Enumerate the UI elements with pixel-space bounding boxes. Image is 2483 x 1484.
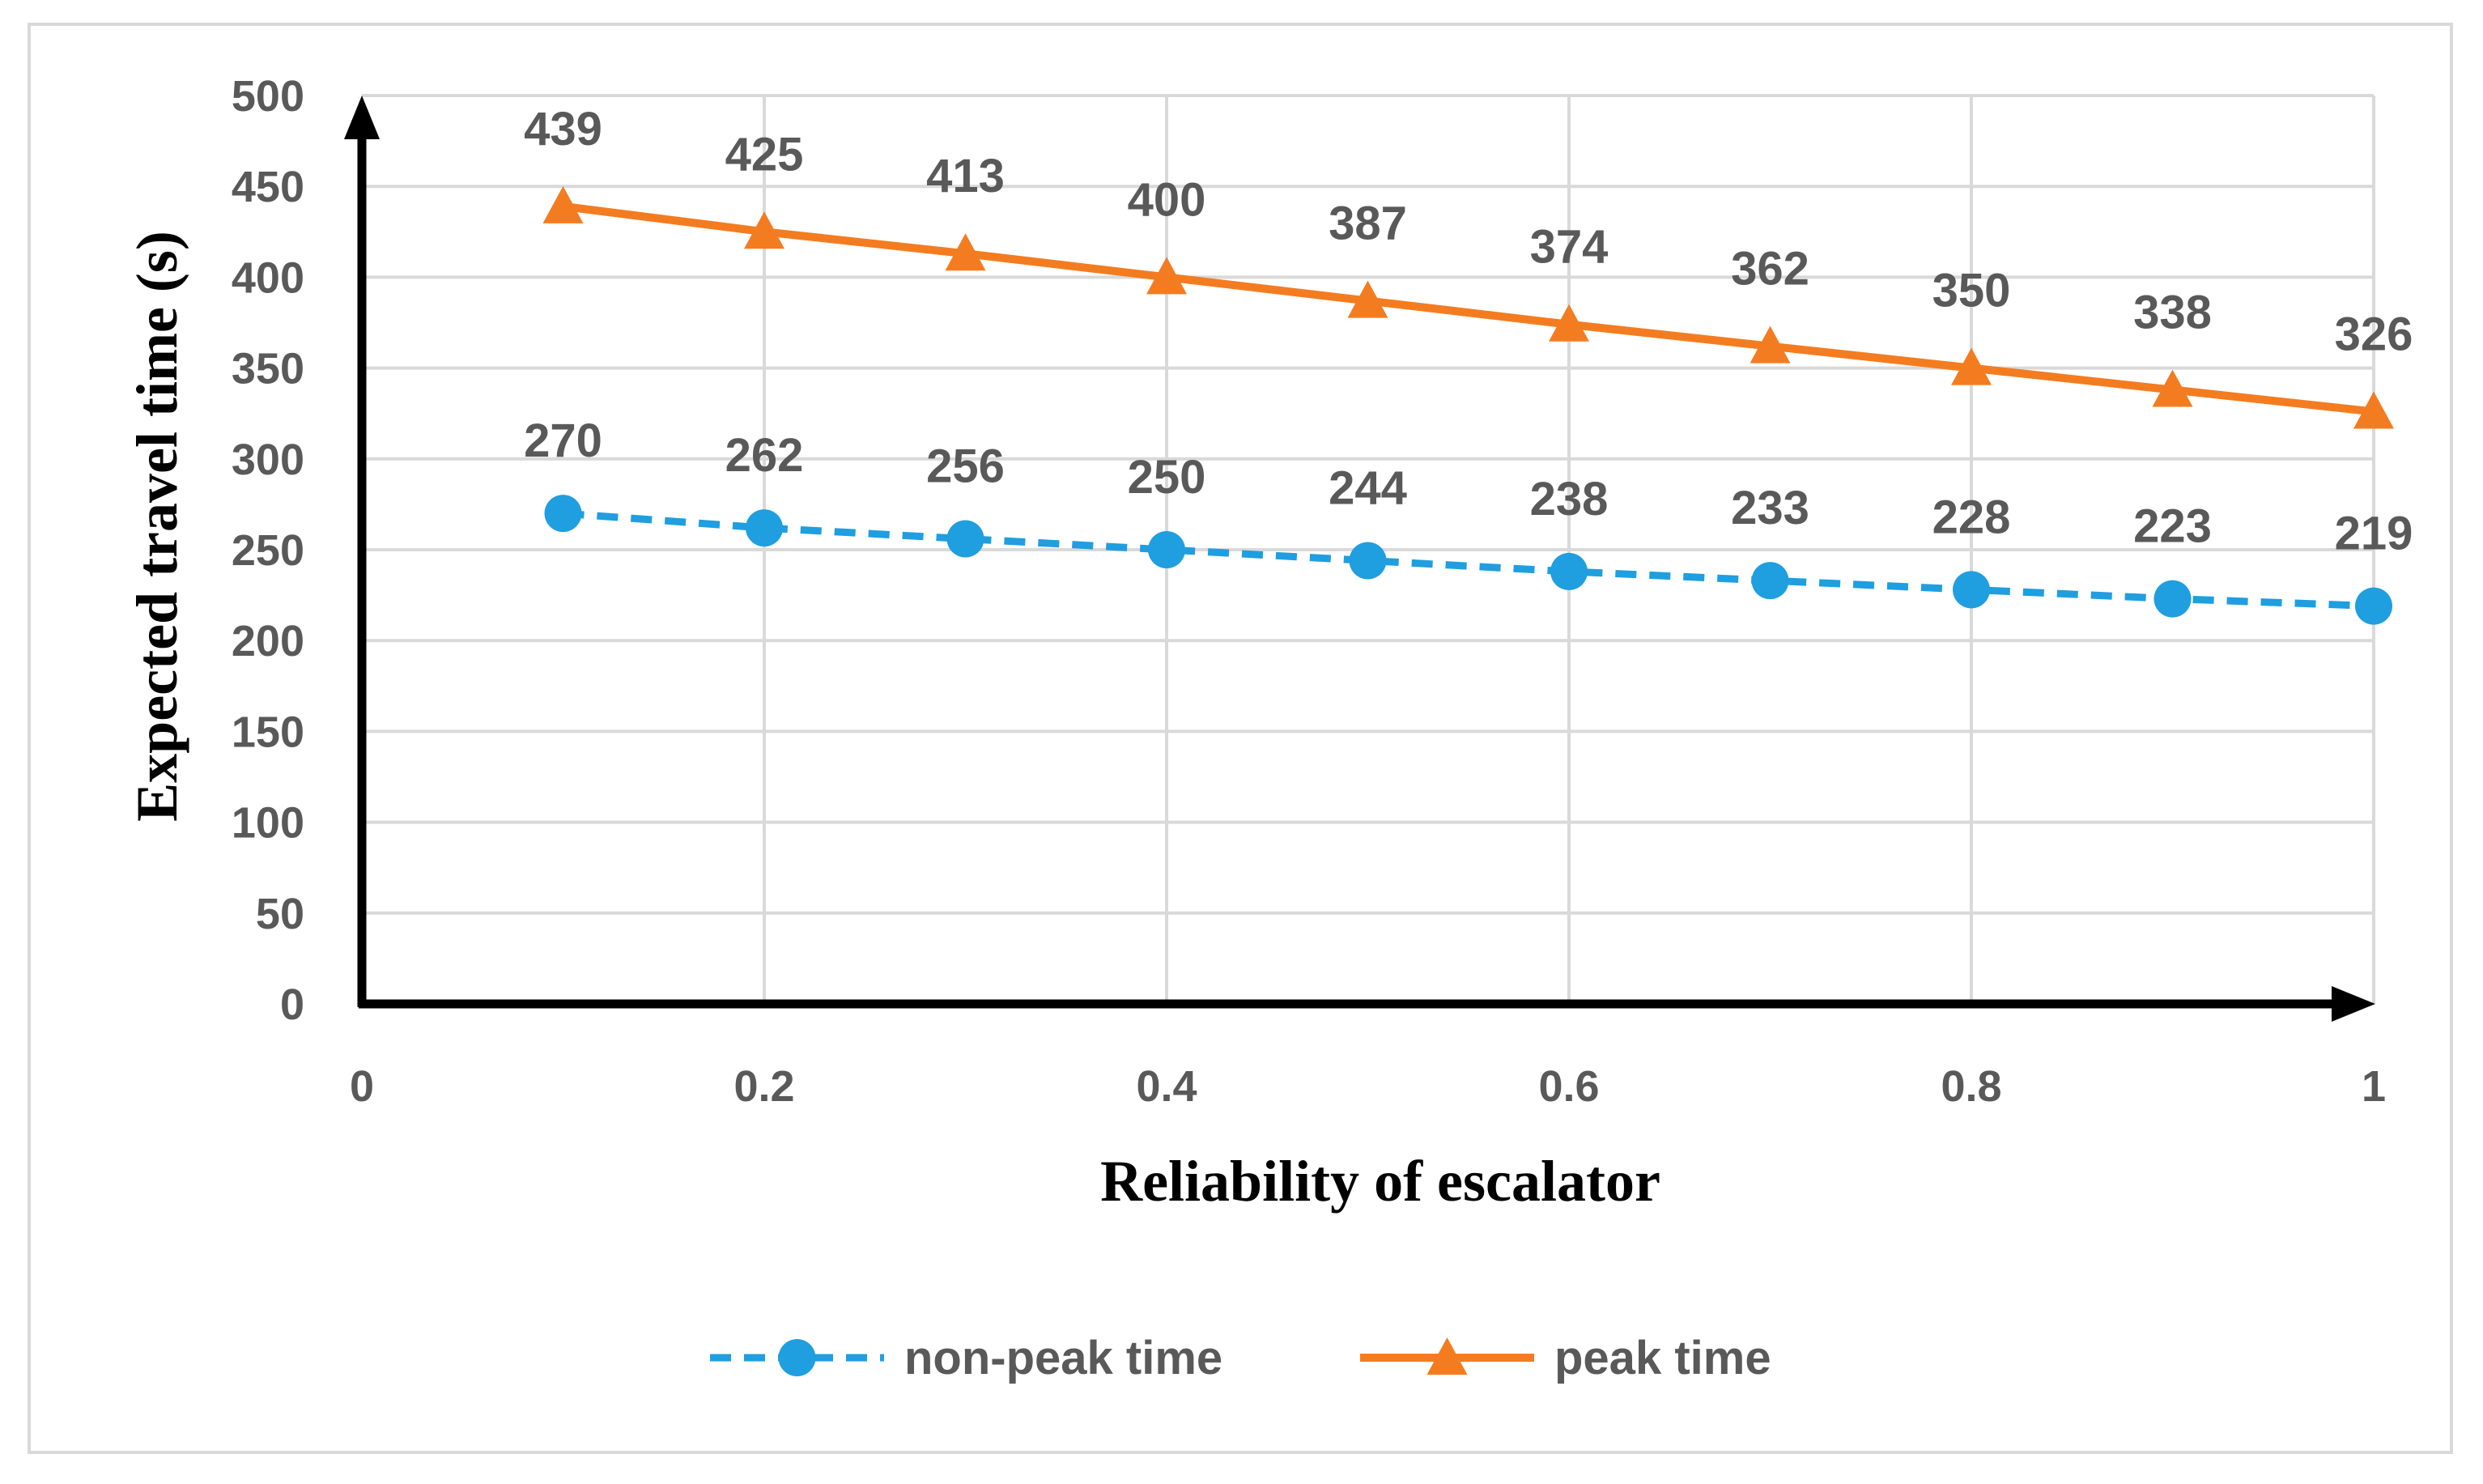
- non-peak-series-line: [563, 509, 2375, 610]
- non-peak-point: [746, 509, 783, 547]
- y-axis-arrow: [344, 96, 380, 139]
- peak-point: [1347, 280, 1388, 318]
- peak-data-label: 326: [2335, 308, 2413, 360]
- peak-series-line: [562, 202, 2375, 416]
- chart-frame: [28, 23, 2453, 1454]
- peak-point: [945, 233, 986, 271]
- x-tick-label: 0.6: [1538, 1062, 1599, 1111]
- y-tick-label: 150: [232, 708, 304, 756]
- peak-point: [1549, 304, 1589, 342]
- non-peak-data-label: 244: [1329, 461, 1407, 514]
- peak-point: [2353, 391, 2394, 429]
- peak-data-label: 374: [1530, 221, 1609, 274]
- peak-point: [2152, 369, 2193, 407]
- y-tick-label: 300: [232, 436, 304, 484]
- peak-data-label: 350: [1932, 265, 2011, 317]
- gridlines: [362, 94, 2375, 1004]
- non-peak-point: [946, 520, 984, 558]
- axes: [344, 96, 2375, 1022]
- legend-peak-marker: [1426, 1337, 1468, 1375]
- non-peak-data-label: 233: [1731, 482, 1809, 534]
- non-peak-point: [2355, 587, 2392, 625]
- legend-non-peak-marker: [778, 1339, 816, 1376]
- peak-point: [542, 185, 584, 223]
- peak-data-label: 413: [926, 150, 1005, 202]
- non-peak-data-label: 250: [1128, 451, 1206, 504]
- non-peak-data-label: 262: [725, 429, 804, 482]
- peak-point: [1951, 347, 1992, 385]
- x-tick-label: 0: [350, 1062, 374, 1111]
- x-tick-label: 0.4: [1136, 1062, 1197, 1111]
- non-peak-data-label: 228: [1932, 491, 2011, 543]
- y-tick-label: 50: [256, 890, 304, 938]
- non-peak-point: [1953, 571, 1990, 609]
- y-tick-label: 200: [232, 617, 304, 665]
- non-peak-point: [544, 495, 582, 533]
- peak-data-label: 425: [725, 128, 804, 181]
- peak-point: [1750, 325, 1791, 364]
- x-axis-arrow: [2332, 986, 2375, 1022]
- non-peak-data-label: 238: [1530, 473, 1609, 525]
- legend-non-peak-label: non-peak time: [904, 1332, 1222, 1384]
- series: [542, 185, 2394, 625]
- peak-data-label: 400: [1128, 173, 1206, 226]
- legend: non-peak time peak time: [710, 1332, 1771, 1384]
- y-tick-label: 500: [232, 72, 304, 121]
- x-tick-label: 1: [2362, 1062, 2386, 1111]
- non-peak-data-label: 223: [2133, 500, 2212, 553]
- peak-data-label: 439: [524, 103, 602, 155]
- data-labels: 270 262 256 250 244 238 233 228 223 219 439 425 413 4…: [524, 103, 2413, 560]
- non-peak-point: [2153, 580, 2192, 618]
- non-peak-point: [1550, 552, 1588, 590]
- y-tick-label: 350: [232, 345, 304, 393]
- y-tick-label: 0: [280, 980, 304, 1029]
- peak-data-label: 338: [2133, 287, 2212, 339]
- legend-peak-label: peak time: [1554, 1332, 1771, 1384]
- x-tick-label: 0.8: [1941, 1062, 2001, 1111]
- non-peak-point: [1148, 531, 1185, 568]
- peak-data-label: 387: [1329, 198, 1407, 250]
- non-peak-data-label: 270: [524, 415, 602, 467]
- peak-point: [1146, 257, 1187, 295]
- peak-data-label: 362: [1731, 243, 1809, 296]
- peak-point: [744, 211, 784, 249]
- non-peak-data-label: 256: [926, 440, 1005, 493]
- y-tick-label: 250: [232, 526, 304, 575]
- y-axis-title: Expected travel time (s): [125, 231, 189, 822]
- y-tick-label: 100: [232, 799, 304, 848]
- y-tick-label: 400: [232, 253, 304, 302]
- non-peak-point: [1751, 562, 1789, 600]
- non-peak-point: [1349, 542, 1387, 580]
- non-peak-data-label: 219: [2335, 508, 2413, 560]
- tick-labels: 0 50 100 150 200 250 300 350 400 450 500 0 0.2 0.4 0.6…: [232, 72, 2386, 1111]
- x-axis-title: Reliability of escalator: [1100, 1149, 1660, 1214]
- x-tick-label: 0.2: [733, 1062, 794, 1111]
- y-tick-label: 450: [232, 163, 304, 211]
